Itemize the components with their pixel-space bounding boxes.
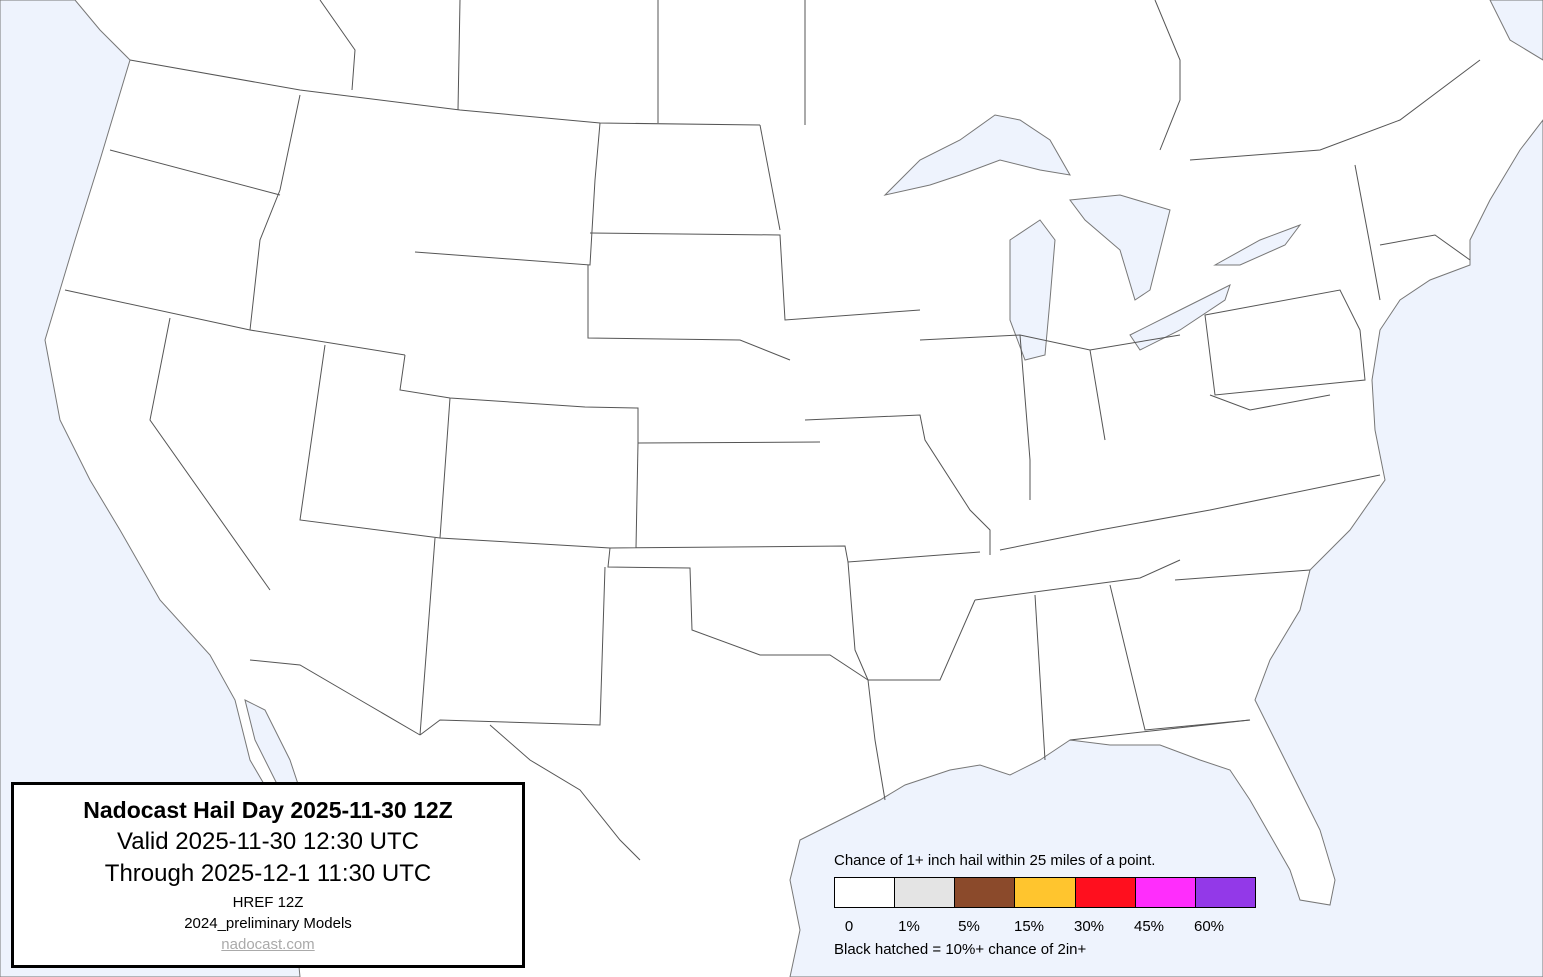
legend-tick: 60% [1193,918,1225,935]
atlantic-gulf-water [789,119,1543,977]
lake-ontario [1213,223,1302,266]
legend-caption: Chance of 1+ inch hail within 25 miles o… [834,852,1156,869]
hudson-bay-region [1489,0,1543,61]
legend-swatch-1 [895,878,956,907]
lake-erie [1129,284,1231,351]
legend-tick: 30% [1073,918,1105,935]
title-box: Nadocast Hail Day 2025-11-30 12Z Valid 2… [11,782,525,968]
legend-color-bar [834,877,1256,908]
lake-huron [1069,194,1171,301]
legend-hatch-note: Black hatched = 10%+ chance of 2in+ [834,941,1087,958]
state-borders [64,0,1481,861]
legend: Chance of 1+ inch hail within 25 miles o… [834,852,1256,958]
forecast-title: Nadocast Hail Day 2025-11-30 12Z [83,797,453,823]
legend-swatch-30 [1075,878,1136,907]
model-run: HREF 12Z [232,894,304,911]
through-time: Through 2025-12-1 11:30 UTC [104,860,432,887]
legend-tick-labels: 0 1% 5% 15% 30% 45% 60% [834,918,1254,935]
lake-superior [883,114,1071,196]
legend-swatch-60 [1195,878,1255,907]
nadocast-link[interactable]: nadocast.com [221,936,315,953]
legend-swatch-5 [955,878,1016,907]
legend-tick: 0 [844,918,854,935]
legend-tick: 5% [958,918,980,935]
valid-time: Valid 2025-11-30 12:30 UTC [117,828,419,855]
legend-tick: 1% [898,918,920,935]
legend-tick: 45% [1133,918,1165,935]
legend-swatch-15 [1015,878,1076,907]
legend-tick: 15% [1013,918,1045,935]
lake-michigan [1009,219,1056,361]
legend-swatch-45 [1135,878,1196,907]
models-version: 2024_preliminary Models [184,915,352,932]
legend-swatch-0 [835,878,896,907]
